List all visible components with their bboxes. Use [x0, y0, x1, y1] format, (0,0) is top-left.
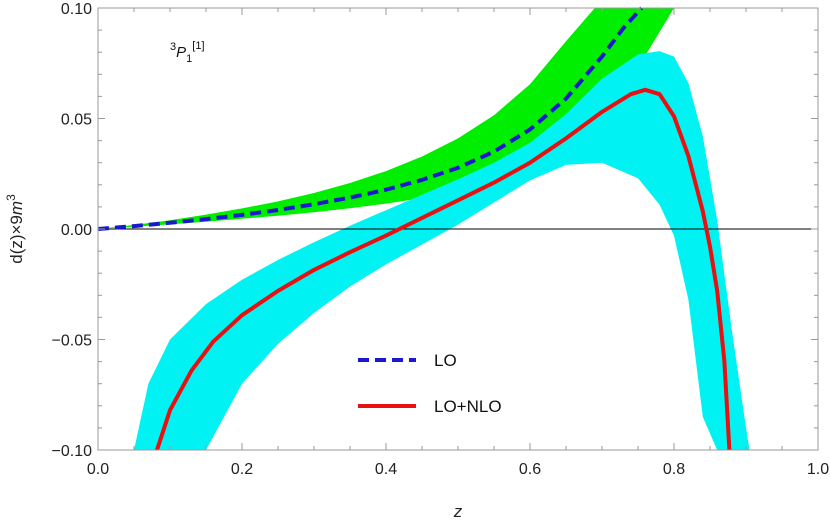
- x-tick-label: 0.8: [663, 461, 685, 478]
- y-tick-label: −0.10: [52, 443, 93, 460]
- y-axis-label-mass: m: [7, 201, 26, 215]
- legend-label-lo-nlo: LO+NLO: [434, 397, 502, 416]
- annotation-sub: 1: [186, 53, 192, 65]
- y-axis-label-exponent: 3: [4, 194, 18, 201]
- legend: LO LO+NLO: [358, 351, 502, 416]
- annotation-base: P: [176, 44, 186, 61]
- x-tick-label: 0.0: [87, 461, 109, 478]
- x-ticks: 0.0 0.2 0.4 0.6 0.8 1.0: [87, 8, 829, 478]
- uncertainty-bands: [98, 8, 750, 450]
- y-tick-label: 0.10: [61, 1, 92, 18]
- y-tick-label: 0.00: [61, 222, 92, 239]
- y-axis-label: d(z)×9m3: [4, 194, 26, 264]
- y-tick-label: −0.05: [52, 333, 93, 350]
- legend-label-lo: LO: [434, 351, 457, 370]
- series-line-lo-nlo: [155, 87, 732, 451]
- x-tick-label: 0.2: [231, 461, 253, 478]
- x-axis-label: z: [453, 502, 463, 521]
- curves: [97, 6, 732, 451]
- state-annotation: 3P1[1]: [170, 40, 205, 65]
- band-lo-nlo: [134, 51, 750, 450]
- annotation-pre-sup: 3: [170, 41, 176, 53]
- band-lo: [98, 8, 674, 229]
- x-tick-label: 0.6: [519, 461, 541, 478]
- annotation-post-sup: [1]: [192, 40, 204, 52]
- x-tick-label: 0.4: [375, 461, 397, 478]
- series-line-lo: [97, 6, 644, 231]
- y-tick-label: 0.05: [61, 112, 92, 129]
- x-tick-label: 1.0: [807, 461, 829, 478]
- y-axis-label-prefix: d(z)×9: [7, 215, 26, 264]
- y-ticks: 0.10 0.05 0.00 −0.05 −0.10: [52, 1, 818, 460]
